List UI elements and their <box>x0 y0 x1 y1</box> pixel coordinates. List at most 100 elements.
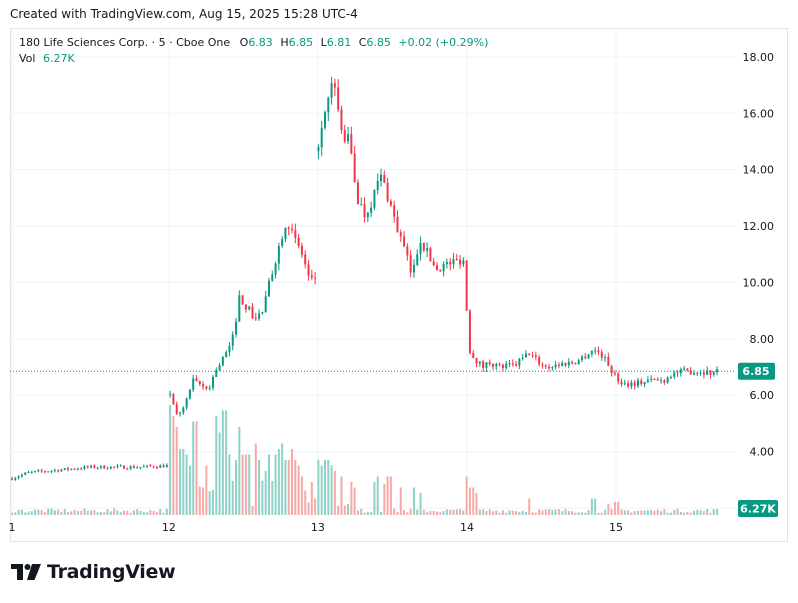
volume-label[interactable]: Vol <box>19 52 36 65</box>
candle-body <box>67 468 70 470</box>
volume-bar <box>683 512 686 515</box>
candle-body <box>211 376 214 388</box>
candle-body <box>162 465 165 468</box>
volume-bar <box>554 509 557 515</box>
volume-bar <box>689 512 692 515</box>
volume-bar <box>455 509 458 515</box>
candle-body <box>376 181 379 191</box>
candle-body <box>482 361 485 368</box>
volume-bar <box>320 465 323 515</box>
candle-body <box>343 130 346 142</box>
volume-bar <box>393 508 396 515</box>
created-with-caption: Created with TradingView.com, Aug 15, 20… <box>10 7 358 21</box>
volume-bar <box>653 510 656 515</box>
candle-body <box>455 259 458 261</box>
volume-bar <box>564 508 567 515</box>
candle-body <box>472 352 475 358</box>
volume-bar <box>373 482 376 515</box>
volume-bar <box>389 476 392 515</box>
volume-bar <box>271 481 274 515</box>
candle-body <box>70 468 73 470</box>
volume-bar <box>482 509 485 515</box>
candle-body <box>80 468 83 470</box>
candle-body <box>393 205 396 217</box>
volume-bar <box>277 449 280 515</box>
volume-bar <box>640 510 643 515</box>
candle-body <box>198 380 201 385</box>
symbol-label[interactable]: 180 Life Sciences Corp. · 5 · Cboe One <box>19 36 231 49</box>
candle-body <box>136 467 139 469</box>
candle-body <box>531 355 534 357</box>
candle-body <box>116 465 119 467</box>
candle-body <box>123 465 126 469</box>
candle-body <box>218 365 221 371</box>
volume-bar <box>515 511 518 515</box>
volume-bar <box>548 509 551 515</box>
tradingview-logo[interactable]: TradingView <box>11 561 176 583</box>
volume-bar <box>383 484 386 515</box>
volume-bar <box>83 508 86 515</box>
candle-body <box>630 382 633 387</box>
time-tick-label: 12 <box>162 521 176 534</box>
candle-body <box>412 264 415 273</box>
candle-body <box>492 364 495 367</box>
volume-bar <box>24 512 27 515</box>
volume-bar <box>353 487 356 515</box>
time-tick-label: 1 <box>9 521 16 534</box>
candle-body <box>557 364 560 366</box>
candle-body <box>399 232 402 237</box>
volume-bar <box>333 471 336 515</box>
candle-body <box>83 466 86 469</box>
volume-bar <box>281 443 284 515</box>
volume-bar <box>231 480 234 515</box>
candle-body <box>676 372 679 374</box>
candle-body <box>356 182 359 205</box>
candle-body <box>564 363 567 366</box>
volume-bar <box>251 506 254 515</box>
candle-body <box>518 358 521 366</box>
volume-bar <box>544 509 547 515</box>
candle-body <box>360 204 363 206</box>
volume-bar <box>366 511 369 515</box>
volume-bar <box>370 512 373 515</box>
volume-bar <box>129 512 132 515</box>
volume-bar <box>27 511 30 515</box>
candle-body <box>274 263 277 275</box>
candle-body <box>696 372 699 374</box>
candle-body <box>370 207 373 213</box>
candle-body <box>426 248 429 251</box>
candle-body <box>228 345 231 353</box>
candle-body <box>468 310 471 353</box>
volume-bar <box>14 512 17 515</box>
candle-body <box>76 468 79 470</box>
volume-bar <box>327 460 330 515</box>
volume-bar <box>702 510 705 515</box>
volume-bar <box>498 512 501 515</box>
candle-body <box>307 264 310 276</box>
volume-bar <box>113 508 116 515</box>
high-label: H <box>280 36 289 49</box>
volume-bar <box>123 510 126 515</box>
tradingview-logo-icon <box>11 564 41 580</box>
candle-body <box>511 363 514 365</box>
candle-layer <box>11 76 719 481</box>
volume-bar <box>211 489 214 515</box>
candle-body <box>577 360 580 365</box>
volume-bar <box>643 510 646 515</box>
candle-body <box>416 254 419 265</box>
volume-bar <box>103 511 106 515</box>
candle-body <box>686 368 689 371</box>
last-price-label: 6.85 <box>742 365 769 378</box>
volume-bar <box>241 454 244 515</box>
candle-body <box>179 412 182 414</box>
volume-bar <box>317 460 320 515</box>
candle-body <box>333 83 336 88</box>
candle-body <box>488 362 491 365</box>
volume-bar <box>248 454 251 515</box>
volume-bar <box>40 510 43 515</box>
candle-body <box>73 468 76 470</box>
candle-body <box>706 370 709 375</box>
volume-bar <box>459 509 462 515</box>
chart-frame[interactable] <box>10 28 788 542</box>
